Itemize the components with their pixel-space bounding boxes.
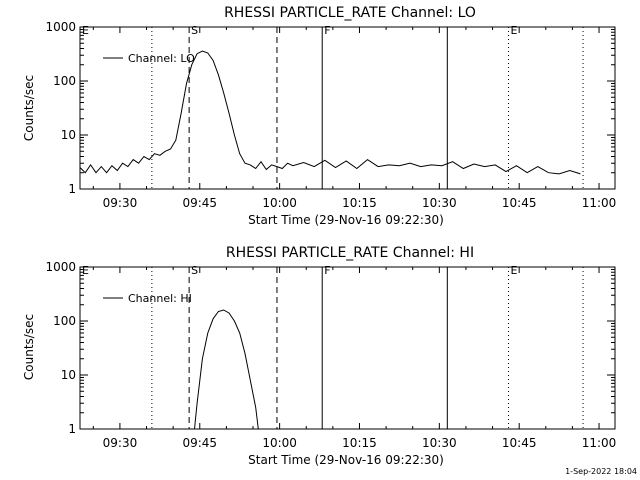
y-tick-label: 100 (53, 314, 76, 328)
y-tick-label: 10 (61, 368, 76, 382)
event-marker-label: S (191, 24, 198, 37)
x-tick-label: 10:30 (422, 196, 457, 210)
event-marker-label: E (82, 24, 89, 37)
y-axis-label: Counts/sec (22, 75, 36, 141)
lo-channel-panel: RHESSI PARTICLE_RATE Channel: LO Counts/… (22, 5, 616, 227)
y-tick-label: 100 (53, 74, 76, 88)
x-axis-label: Start Time (29-Nov-16 09:22:30) (248, 213, 444, 227)
legend-label: Channel: LO (128, 52, 195, 65)
chart-title: RHESSI PARTICLE_RATE Channel: HI (226, 245, 474, 261)
x-tick-label: 10:00 (262, 196, 297, 210)
x-tick-label: 10:15 (342, 436, 377, 450)
x-tick-label: 09:45 (182, 196, 217, 210)
hi-channel-panel: RHESSI PARTICLE_RATE Channel: HI Counts/… (22, 245, 616, 467)
x-tick-label: 11:00 (582, 196, 617, 210)
y-tick-label: 1 (68, 182, 76, 196)
x-tick-label: 09:45 (182, 436, 217, 450)
event-marker-label: F (324, 24, 330, 37)
x-tick-label: 10:30 (422, 436, 457, 450)
legend: Channel: LO (103, 52, 195, 65)
footer-timestamp: 1-Sep-2022 18:04 (565, 467, 637, 476)
x-tick-label: 10:00 (262, 436, 297, 450)
x-tick-label: 09:30 (103, 196, 138, 210)
y-tick-label: 1 (68, 422, 76, 436)
y-tick-label: 1000 (45, 260, 76, 274)
y-axis-label: Counts/sec (22, 314, 36, 380)
x-tick-label: 10:45 (502, 436, 537, 450)
legend: Channel: HI (103, 292, 192, 305)
x-tick-label: 09:30 (103, 436, 138, 450)
event-marker-label: E (511, 24, 518, 37)
y-tick-label: 1000 (45, 20, 76, 34)
event-marker-label: E (511, 264, 518, 277)
chart-title: RHESSI PARTICLE_RATE Channel: LO (224, 5, 476, 21)
series-line (79, 50, 581, 175)
x-tick-label: 11:00 (582, 436, 617, 450)
x-axis-label: Start Time (29-Nov-16 09:22:30) (248, 453, 444, 467)
x-tick-label: 10:45 (502, 196, 537, 210)
event-marker-label: S (191, 264, 198, 277)
legend-label: Channel: HI (128, 292, 192, 305)
event-marker-label: F (324, 264, 330, 277)
event-marker-label: E (82, 264, 89, 277)
x-tick-label: 10:15 (342, 196, 377, 210)
series-line (194, 309, 259, 430)
y-tick-label: 10 (61, 128, 76, 142)
